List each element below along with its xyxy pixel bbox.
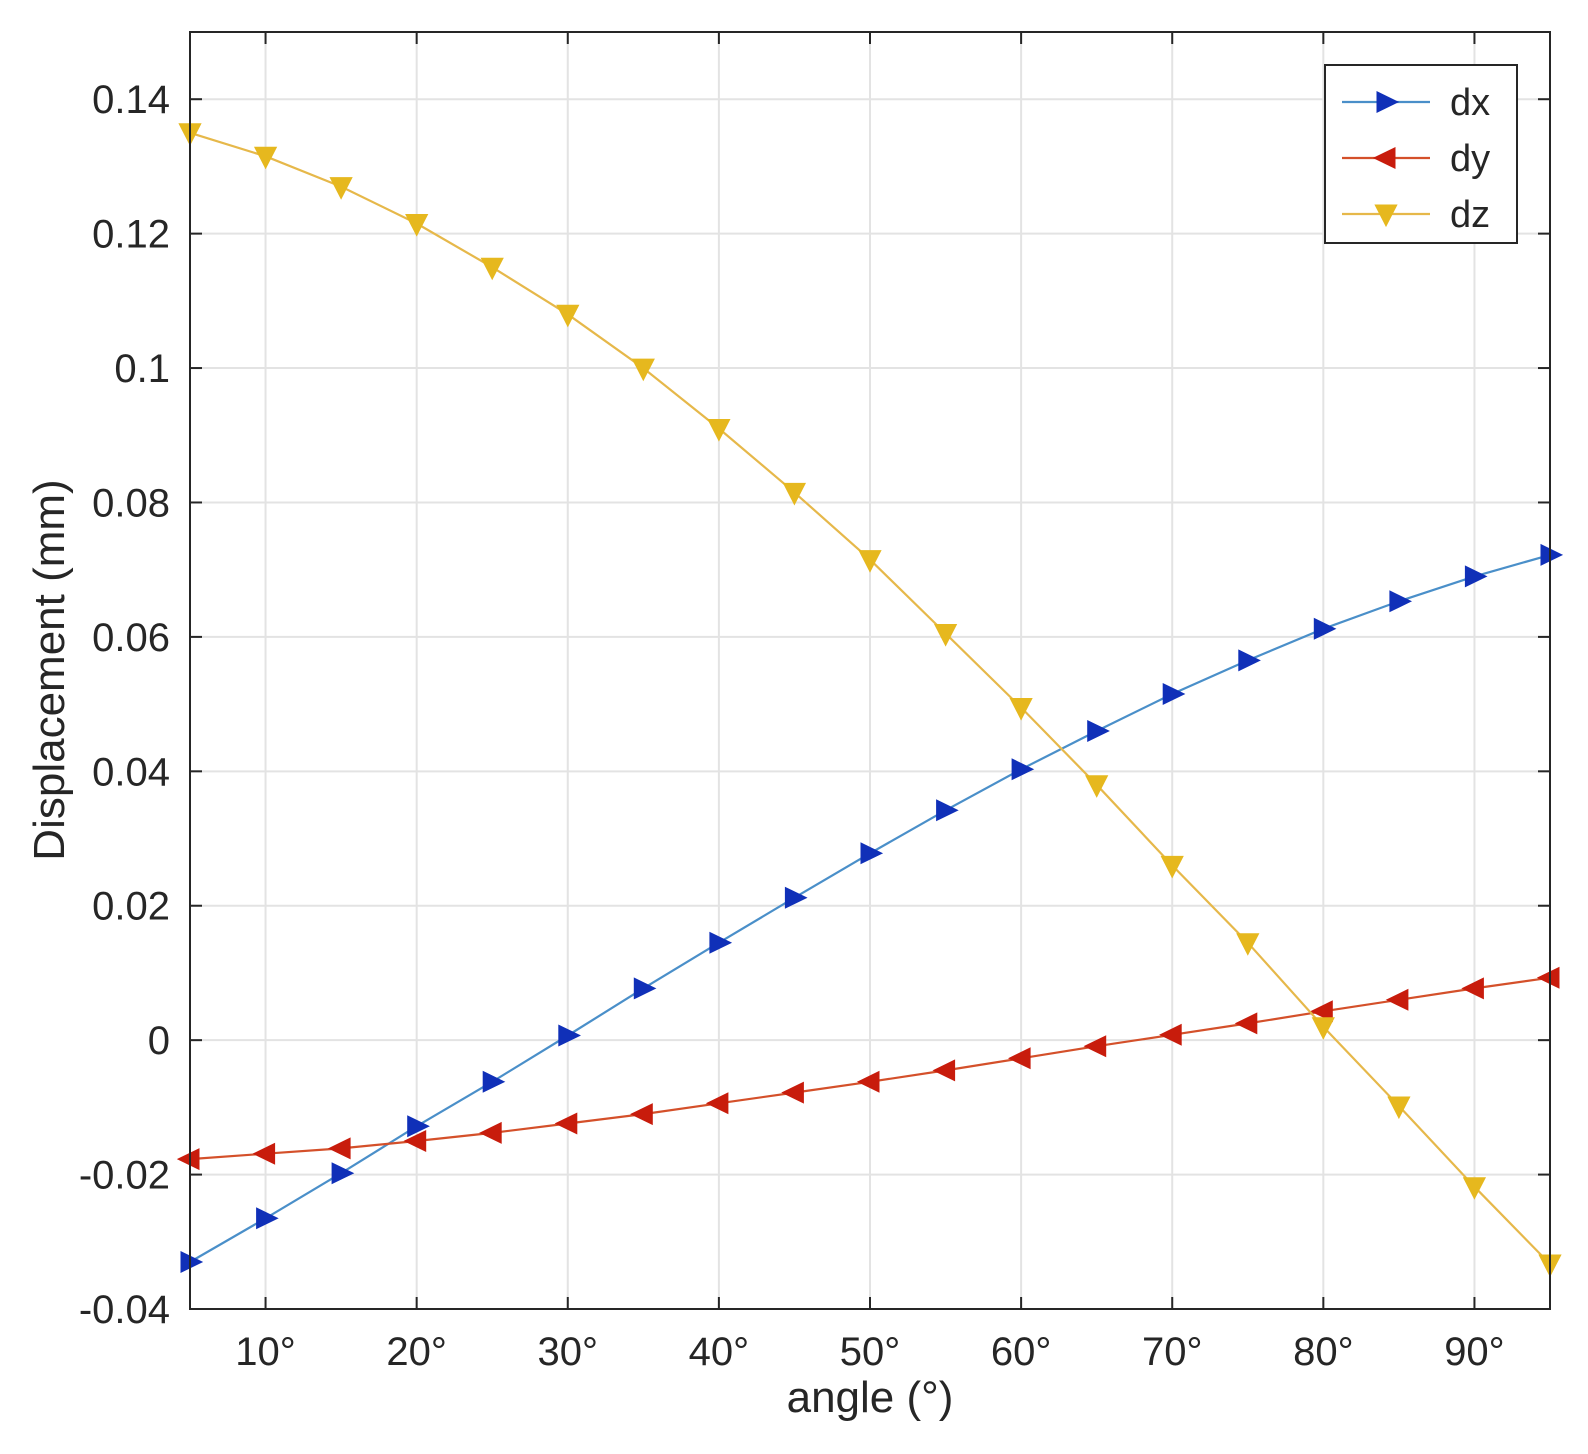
x-tick-label: 60°	[991, 1330, 1052, 1374]
x-tick-label: 80°	[1293, 1330, 1354, 1374]
y-tick-label: 0.08	[92, 481, 170, 525]
data-point-dx	[633, 977, 657, 1000]
data-point-dx	[1464, 565, 1488, 588]
data-point-dz	[253, 146, 278, 170]
data-point-dx	[256, 1207, 279, 1230]
data-point-dy	[856, 1070, 880, 1093]
data-point-dy	[630, 1103, 653, 1126]
data-point-dy	[479, 1121, 502, 1144]
series-dz	[178, 123, 1562, 1278]
data-point-dy	[1385, 988, 1409, 1011]
data-point-dz	[1387, 1096, 1411, 1120]
y-tick-label: 0.12	[92, 213, 170, 257]
y-tick-label: 0.04	[92, 750, 170, 794]
data-point-dy	[1234, 1012, 1258, 1035]
data-point-dy	[403, 1130, 427, 1152]
x-tick-label: 30°	[538, 1330, 599, 1374]
data-point-dy	[176, 1148, 200, 1171]
data-point-dy	[327, 1137, 351, 1160]
x-tick-label: 90°	[1444, 1330, 1505, 1374]
data-point-dz	[480, 257, 504, 281]
data-point-dy	[705, 1092, 729, 1115]
data-point-dy	[1007, 1047, 1031, 1070]
y-tick-label: 0.14	[92, 78, 170, 122]
data-point-dy	[1310, 1000, 1333, 1023]
data-point-dz	[858, 550, 882, 573]
data-point-dx	[860, 842, 884, 865]
x-tick-label: 20°	[386, 1330, 447, 1374]
data-point-dx	[1011, 758, 1035, 781]
data-point-dz	[1311, 1017, 1335, 1040]
data-point-dx	[180, 1251, 204, 1273]
legend-label-dy: dy	[1450, 138, 1490, 180]
legend-marker-dx	[1376, 91, 1400, 113]
legend-label-dx: dx	[1450, 82, 1490, 124]
series-dy	[176, 966, 1560, 1171]
data-point-dz	[631, 358, 655, 382]
data-point-dx	[482, 1070, 506, 1093]
x-tick-label: 50°	[840, 1330, 901, 1374]
x-tick-label: 70°	[1142, 1330, 1203, 1374]
y-tick-label: 0	[148, 1019, 170, 1063]
data-point-dy	[252, 1142, 276, 1165]
data-point-dz	[1085, 775, 1109, 798]
data-point-dy	[781, 1081, 804, 1104]
data-point-dz	[556, 304, 580, 328]
data-point-dx	[1540, 543, 1564, 566]
legend-marker-dz	[1374, 204, 1398, 228]
data-point-dx	[558, 1024, 581, 1047]
data-point-dx	[1238, 649, 1261, 672]
series-layer	[176, 123, 1564, 1278]
data-point-dy	[1536, 966, 1560, 989]
data-point-dz	[933, 624, 958, 647]
data-point-dx	[1087, 720, 1110, 742]
data-point-dz	[1009, 698, 1033, 721]
x-tick-label: 40°	[689, 1330, 750, 1374]
y-axis-label: Displacement (mm)	[25, 479, 74, 860]
y-tick-label: 0.02	[92, 885, 170, 929]
y-tick-label: -0.02	[79, 1154, 170, 1198]
data-point-dx	[1389, 590, 1413, 613]
data-point-dz	[782, 482, 807, 506]
data-point-dz	[707, 419, 731, 442]
data-point-dz	[1236, 933, 1260, 956]
data-point-dx	[784, 886, 808, 909]
data-point-dx	[1313, 617, 1337, 640]
series-dx	[180, 543, 1564, 1273]
data-point-dy	[1461, 977, 1484, 1000]
data-point-dz	[1462, 1177, 1487, 1200]
y-tick-label: -0.04	[79, 1288, 170, 1332]
x-axis-label: angle (°)	[787, 1373, 954, 1422]
y-tick-label: 0.06	[92, 616, 170, 660]
legend-label-dz: dz	[1450, 194, 1490, 236]
data-point-dx	[709, 931, 733, 954]
ticks: 10° 20° 30° 40° 50° 60° 70° 80° 90° -0.04 -0.02 0 0.…	[79, 32, 1550, 1374]
data-point-dy	[1083, 1035, 1107, 1058]
data-point-dz	[1160, 855, 1184, 879]
x-tick-label: 10°	[235, 1330, 296, 1374]
data-point-dy	[932, 1059, 956, 1082]
data-point-dz	[329, 177, 353, 200]
legend: dx dy dz	[1324, 64, 1518, 244]
data-point-dx	[407, 1115, 430, 1138]
data-point-dx	[331, 1162, 355, 1185]
legend-marker-dy	[1372, 147, 1396, 169]
data-point-dy	[1159, 1023, 1182, 1046]
y-tick-label: 0.1	[114, 347, 170, 391]
data-point-dz	[405, 214, 429, 237]
data-point-dx	[1162, 683, 1186, 705]
data-point-dy	[554, 1112, 578, 1135]
data-point-dx	[936, 799, 959, 822]
